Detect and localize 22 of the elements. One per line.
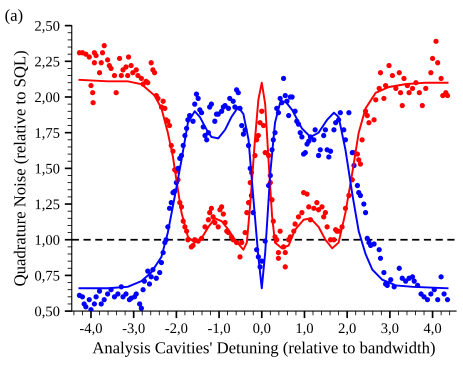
y-axis-title: Quadrature Noise (relative to SQL) (14, 51, 29, 286)
x-tick-label: -3,0 (122, 323, 145, 336)
x-tick-label: 1,0 (296, 323, 314, 336)
line-series (78, 78, 448, 251)
y-tick-label: 2,00 (35, 92, 60, 104)
y-tick-label: 1,50 (36, 164, 60, 176)
y-tick-label: 2,25 (35, 56, 60, 69)
x-axis-title: Analysis Cavities' Detuning (relative to bandwidth) (92, 342, 435, 357)
x-tick-label: 4,0 (424, 323, 442, 336)
y-tick-label: 0,75 (34, 270, 60, 283)
x-tick-label: -1,0 (208, 323, 230, 336)
x-tick-label: -4,0 (80, 323, 102, 336)
y-tick-label: 1,75 (36, 128, 60, 140)
x-tick-label: 0,0 (253, 323, 270, 336)
y-tick-label: 1,25 (36, 199, 60, 212)
text: (a) (5, 9, 22, 24)
x-tick-label: 3,0 (381, 323, 398, 336)
y-tick-label: 1,00 (36, 235, 60, 248)
x-tick-label: 2,0 (338, 323, 356, 336)
y-tick-label: 2,50 (35, 20, 60, 33)
x-tick-label: -2,0 (165, 323, 188, 336)
y-tick-label: 0,50 (34, 306, 60, 318)
